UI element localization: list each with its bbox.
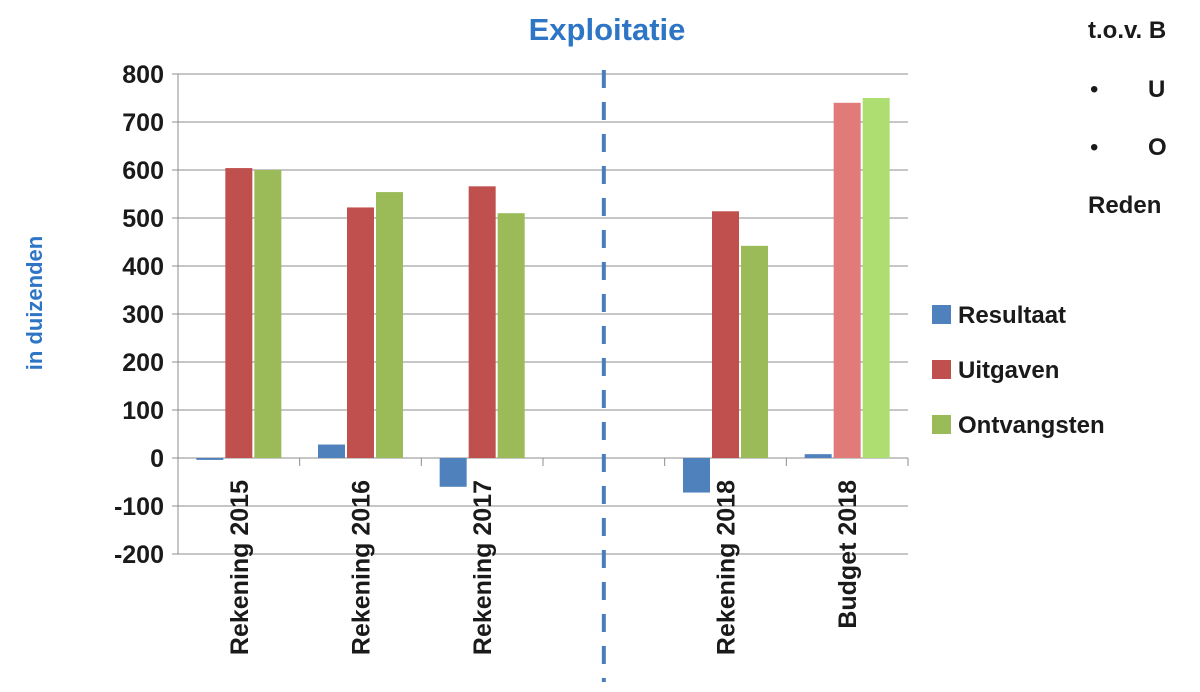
y-tick-label: 500 [122,205,164,233]
bar-resultaat-2 [439,458,467,487]
bar-resultaat-4 [683,458,710,493]
bar-ontvangsten-1 [376,192,403,458]
y-tick-label: 700 [122,109,164,137]
legend-label-resultaat: Resultaat [958,302,1066,329]
legend-label-ontvangsten: Ontvangsten [958,412,1105,439]
x-tick-label: Rekening 2015 [226,480,254,655]
y-tick-label: 100 [122,397,164,425]
bar-ontvangsten-4 [741,245,768,458]
bar-uitgaven-2 [468,186,496,458]
y-tick-label: 300 [122,301,164,329]
side-panel-line-4: Reden [1088,192,1162,219]
y-tick-label: -100 [114,493,164,521]
y-tick-labels: -200 -100 0 100 200 300 400 500 600 700 800 [114,61,164,569]
legend: Resultaat Uitgaven Ontvangsten [932,302,1105,439]
legend-swatch-uitgaven [932,360,951,379]
bar-resultaat-1 [318,444,345,458]
side-panel-bullet-1: U [1148,76,1166,103]
y-tick-label: 200 [122,349,164,377]
bullet-dot-2: • [1090,134,1099,161]
y-tick-label: 800 [122,61,164,89]
legend-swatch-resultaat [932,305,951,324]
bar-ontvangsten-2 [497,213,525,458]
y-tick-label: -200 [114,541,164,569]
legend-swatch-ontvangsten [932,415,951,434]
y-tick-label: 600 [122,157,164,185]
bar-uitgaven-0 [225,168,253,458]
bar-uitgaven-4 [712,211,739,458]
bar-ontvangsten-5 [862,98,890,458]
bar-uitgaven-1 [347,207,374,458]
bar-resultaat-0 [196,458,224,460]
bar-ontvangsten-0 [254,170,282,458]
x-tick-label: Rekening 2017 [469,480,497,655]
bar-marks [196,70,890,682]
y-tick-label: 0 [150,445,164,473]
x-tick-labels: Rekening 2015 Rekening 2016 Rekening 2017 R… [226,480,862,655]
x-tick-label: Rekening 2018 [713,480,741,655]
bullet-dot-1: • [1090,76,1099,103]
side-panel-line-1: t.o.v. B [1088,17,1167,44]
x-tick-label: Budget 2018 [834,480,862,629]
x-tick-label: Rekening 2016 [348,480,376,655]
y-tick-label: 400 [122,253,164,281]
bar-uitgaven-5 [833,102,861,459]
chart-title: Exploitatie [529,12,686,47]
y-axis-label: in duizenden [22,236,47,370]
side-panel-bullet-2: O [1148,134,1167,161]
legend-label-uitgaven: Uitgaven [958,357,1059,384]
grid-lines [172,73,909,555]
bar-resultaat-5 [804,454,832,458]
